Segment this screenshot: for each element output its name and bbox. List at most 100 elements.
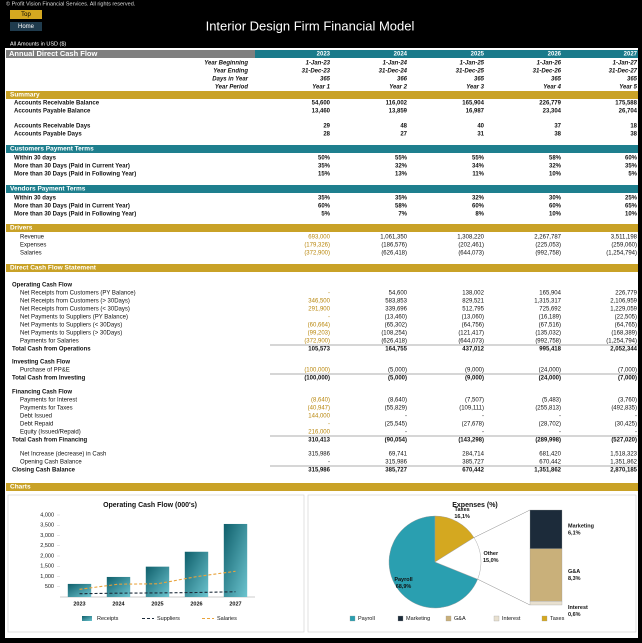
legend-swatch [445, 615, 452, 622]
cell: 35% [625, 164, 638, 170]
cell: (626,418) [381, 251, 407, 257]
section-title: Direct Cash Flow Statement [10, 265, 97, 272]
connector [477, 578, 531, 606]
legend-label: Marketing [406, 616, 430, 622]
cell: 31-Dec-27 [609, 69, 638, 75]
cell: 216,000 [308, 430, 330, 436]
cell: 54,600 [312, 101, 331, 107]
cell: (30,425) [615, 422, 637, 428]
cell: (168,389) [611, 331, 637, 337]
top-button[interactable] [10, 10, 42, 19]
cell: (64,765) [615, 323, 637, 329]
cell: (64,756) [462, 323, 484, 329]
cell: 1,518,323 [610, 452, 637, 458]
cell: 65% [625, 204, 638, 210]
y-tick-label: 500 [45, 584, 54, 590]
cell: 1-Jan-25 [460, 61, 485, 67]
cell: 365 [551, 77, 562, 83]
row-label: Within 30 days [14, 156, 57, 162]
cell: (16,189) [539, 315, 561, 321]
cell: (40,947) [308, 406, 330, 412]
cell: 1,351,862 [610, 460, 637, 466]
cell: (5,000) [388, 368, 407, 374]
row-label: More than 30 Days (Paid in Following Yea… [14, 212, 136, 218]
cell: (25,545) [385, 422, 407, 428]
cell: 55% [472, 156, 485, 162]
group-title: Financing Cash Flow [12, 390, 72, 396]
legend-swatch [397, 615, 404, 622]
cell: 226,779 [539, 101, 561, 107]
cell: (135,032) [535, 331, 561, 337]
legend-label: Salaries [217, 616, 237, 622]
cell: (13,460) [385, 315, 407, 321]
cell: 1,308,220 [457, 235, 484, 241]
cell: Year 2 [389, 85, 407, 91]
legend-label: Payroll [358, 616, 375, 622]
cell: 366 [397, 77, 408, 83]
row-label: Year Ending [213, 69, 248, 75]
cell: (5,000) [388, 376, 407, 382]
cell: (99,203) [308, 331, 330, 337]
segment-label: Interest [568, 605, 588, 611]
cell: 25% [625, 196, 638, 202]
cell: 1,229,059 [610, 307, 637, 313]
home-button[interactable] [10, 22, 42, 31]
cell: 512,795 [462, 307, 484, 313]
cell: (527,020) [611, 438, 637, 444]
cell: 29 [323, 124, 330, 130]
cell: (225,053) [535, 243, 561, 249]
segment-value: 6,1% [568, 530, 581, 536]
header-bar [6, 50, 255, 58]
cell: 105,573 [308, 347, 330, 353]
cell: 15% [318, 172, 331, 178]
row-label: Revenue [20, 235, 45, 241]
slice-value: 15,0% [483, 558, 499, 564]
cell: 284,714 [462, 452, 484, 458]
row-label: Net Receipts from Customers (< 30Days) [20, 307, 130, 313]
row-label: Accounts Receivable Balance [14, 101, 100, 107]
cell: 16,987 [466, 109, 485, 115]
row-label: Accounts Payable Days [14, 132, 82, 138]
y-tick-label: 1,000 [40, 574, 54, 580]
row-label: Year Beginning [204, 61, 248, 67]
cell: (13,060) [462, 315, 484, 321]
cell: 315,986 [308, 468, 330, 474]
cell: 1,351,862 [534, 468, 561, 474]
cell: (100,000) [304, 376, 330, 382]
cell: (992,758) [535, 251, 561, 257]
y-tick-label: 4,000 [40, 512, 54, 518]
cell: 10% [625, 212, 638, 218]
cell: (8,640) [388, 398, 407, 404]
row-label: Opening Cash Balance [20, 460, 82, 466]
row-label: More than 30 Days (Paid in Current Year) [14, 164, 130, 170]
cell: 1-Jan-27 [613, 61, 638, 67]
pie-slice [434, 515, 475, 563]
row-label: Salaries [20, 251, 42, 257]
cell: 226,779 [615, 291, 637, 297]
group-title: Investing Cash Flow [12, 360, 70, 366]
cell: 58% [395, 204, 408, 210]
top-button-label[interactable]: Top [21, 12, 31, 18]
breakdown-segment [529, 601, 563, 606]
cell: 315,986 [385, 460, 407, 466]
cell: 138,002 [462, 291, 484, 297]
cell: (60,664) [308, 323, 330, 329]
currency-note: All Amounts in USD ($) [10, 41, 66, 47]
cell: - [328, 460, 330, 466]
cell: (179,326) [304, 243, 330, 249]
home-button-label[interactable]: Home [18, 24, 35, 30]
year-header: 2026 [548, 52, 562, 58]
cell: 165,904 [539, 291, 561, 297]
cell: (644,073) [458, 251, 484, 257]
cell: 365 [627, 77, 638, 83]
legend-label: Interest [502, 616, 521, 622]
chart-title: Operating Cash Flow (000's) [103, 502, 197, 509]
cell: 30% [549, 196, 562, 202]
cell: - [559, 430, 561, 436]
section-title: Vendors Payment Terms [10, 186, 86, 193]
slice-label: Taxes [455, 507, 470, 513]
cell: 28 [323, 132, 330, 138]
x-tick-label: 2023 [73, 601, 85, 607]
segment-value: 0,6% [568, 612, 581, 618]
